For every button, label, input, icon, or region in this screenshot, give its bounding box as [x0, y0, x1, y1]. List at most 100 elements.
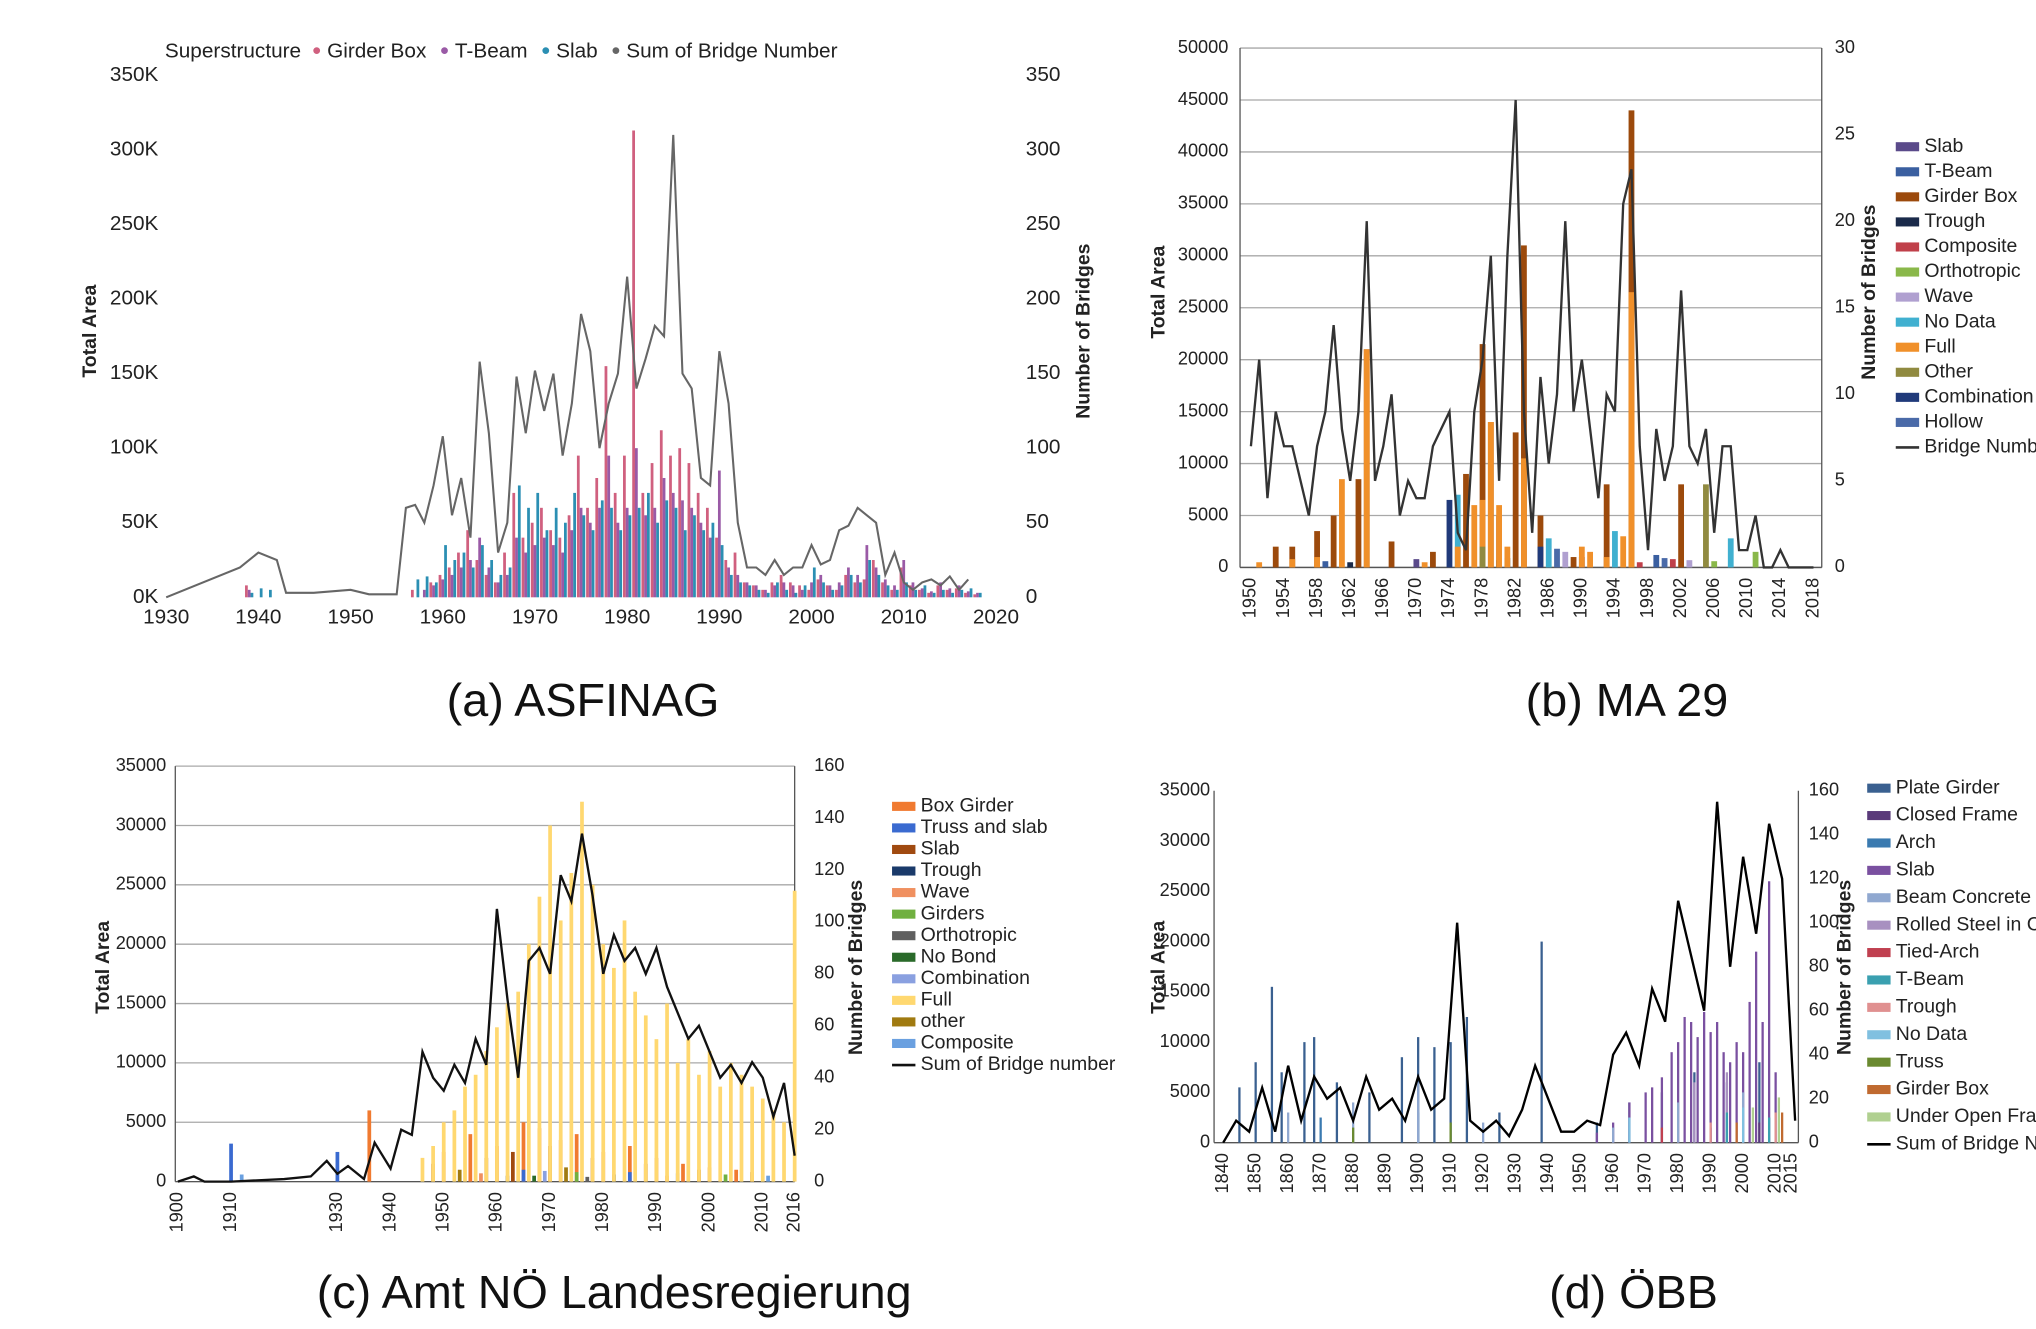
bar [785, 589, 789, 598]
bar [1313, 1037, 1316, 1143]
bar [1678, 484, 1685, 568]
y-tick-label: 15000 [1160, 981, 1210, 1001]
bar [1287, 1112, 1290, 1143]
y2-tick-label: 80 [814, 963, 834, 983]
bar [1303, 1042, 1306, 1143]
y-tick-label: 45000 [1178, 89, 1228, 109]
x-tick-label: 2010 [881, 606, 927, 629]
bar [773, 585, 777, 598]
legend-marker [1867, 920, 1891, 930]
bar [669, 455, 672, 598]
bar [453, 560, 457, 598]
y2-tick-label: 20 [1809, 1087, 1829, 1107]
bar [600, 500, 604, 598]
legend-label: Other [1924, 360, 1973, 382]
x-tick-label: 1970 [1405, 578, 1425, 618]
x-tick-label: 2010 [1736, 578, 1756, 618]
y2-tick-label: 140 [1809, 824, 1839, 844]
bar [748, 585, 752, 598]
y2-tick-label: 250 [1026, 212, 1061, 235]
y2-tick-label: 25 [1835, 123, 1855, 143]
y-tick-label: 10000 [1160, 1031, 1210, 1051]
bar [871, 560, 875, 598]
x-tick-label: 1850 [1244, 1153, 1264, 1193]
bar [558, 920, 563, 1182]
legend-marker [892, 1038, 916, 1049]
bar [674, 507, 678, 598]
bar [849, 574, 853, 598]
y-tick-label: 5000 [1170, 1081, 1210, 1101]
bar [1761, 1022, 1764, 1143]
legend-marker [892, 1017, 916, 1027]
bar [644, 515, 647, 598]
bar [459, 567, 463, 598]
y2-axis-title: Number of Bridges [1833, 880, 1855, 1055]
y2-tick-label: 60 [1809, 1000, 1829, 1020]
x-tick-label: 1980 [604, 606, 650, 629]
bar [468, 1134, 473, 1182]
legend-marker [542, 47, 550, 55]
bar [1347, 562, 1354, 568]
x-tick-label: 1970 [539, 1192, 559, 1232]
bar [1636, 562, 1643, 568]
y2-tick-label: 120 [814, 859, 844, 879]
bar [665, 1003, 669, 1182]
bar [1335, 1082, 1339, 1143]
bar [1319, 1117, 1322, 1143]
legend-marker [892, 931, 916, 941]
bar [462, 552, 466, 598]
bar [969, 588, 973, 598]
x-tick-label: 1900 [1407, 1153, 1427, 1193]
bar [702, 530, 706, 598]
bar [816, 579, 820, 598]
x-tick-label: 1950 [1569, 1153, 1589, 1193]
y-tick-label: 30000 [116, 814, 166, 834]
legend-label: Plate Girder [1896, 776, 2000, 798]
bar [633, 991, 638, 1182]
bar [1352, 1127, 1355, 1143]
bar [782, 582, 786, 598]
x-tick-label: 1982 [1504, 578, 1524, 618]
bar [612, 967, 616, 1182]
bar [1612, 531, 1618, 568]
bar [690, 507, 694, 598]
bar [1595, 1132, 1599, 1143]
bar [1562, 551, 1569, 568]
bar [964, 592, 967, 598]
x-tick-label: 2002 [1670, 578, 1690, 618]
x-tick-label: 1962 [1339, 578, 1359, 618]
bar [890, 589, 894, 598]
bar [757, 589, 761, 598]
bar [1754, 951, 1758, 1143]
bar [1651, 1087, 1654, 1143]
bar [1289, 546, 1296, 568]
bar [770, 582, 774, 598]
x-tick-label: 1930 [1504, 1153, 1524, 1193]
bar [450, 574, 454, 598]
legend-label: Wave [921, 881, 970, 903]
bar [229, 1143, 233, 1182]
bar [844, 574, 848, 598]
bar [1496, 505, 1502, 568]
bar [675, 1062, 680, 1182]
bar [1314, 531, 1320, 568]
bar [1702, 1011, 1706, 1143]
y-tick-label: 350K [110, 63, 159, 86]
x-tick-label: 2016 [783, 1192, 803, 1232]
bar [1644, 1092, 1647, 1143]
bar [792, 890, 797, 1182]
bar [1521, 458, 1527, 568]
x-tick-label: 1990 [1699, 1153, 1719, 1193]
y-tick-label: 10000 [116, 1052, 166, 1072]
x-tick-label: 1900 [167, 1192, 187, 1232]
bar [1433, 1047, 1436, 1143]
bar [1628, 292, 1635, 568]
bar [558, 537, 562, 598]
bar [484, 574, 488, 598]
legend-marker [892, 974, 916, 984]
bar [561, 552, 565, 598]
bar [734, 1169, 739, 1182]
y2-tick-label: 140 [814, 807, 844, 827]
bar [604, 366, 608, 598]
legend-marker [892, 952, 916, 962]
